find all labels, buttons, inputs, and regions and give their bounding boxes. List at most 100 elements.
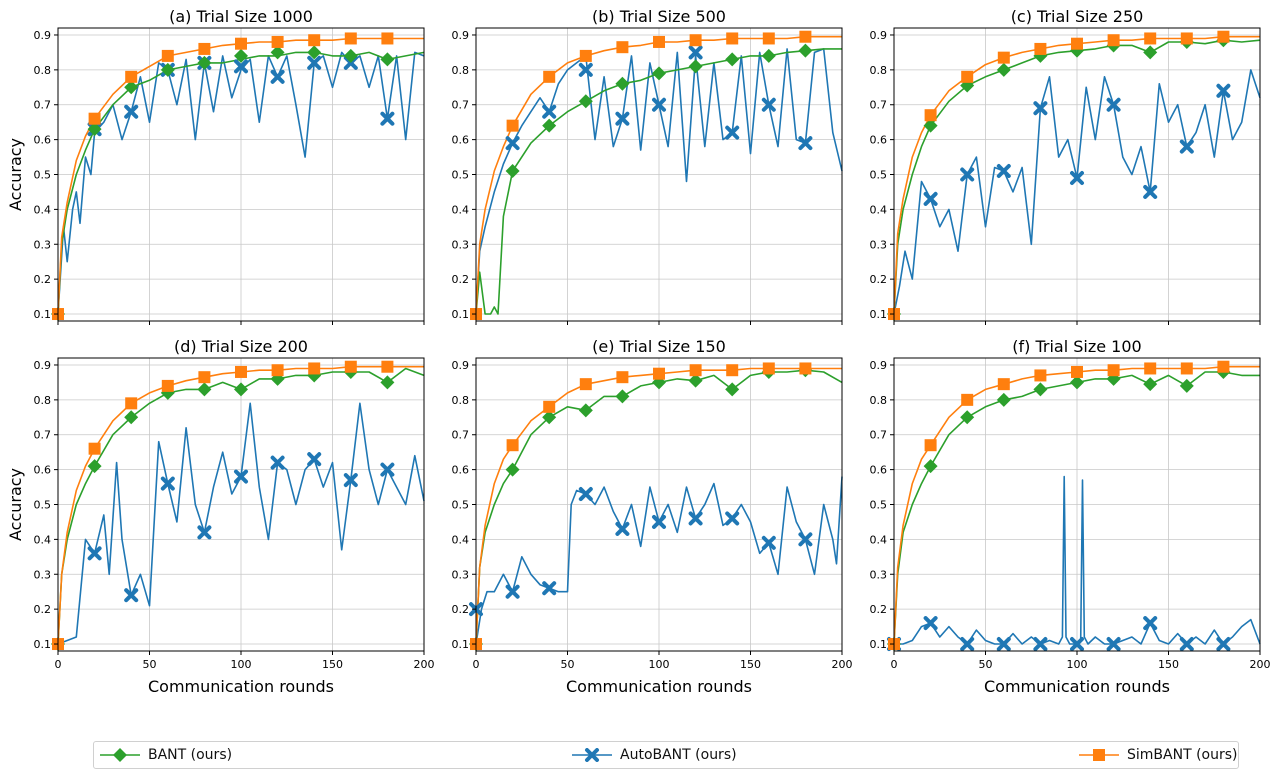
marker-bant <box>1143 45 1158 60</box>
marker-autobant <box>688 45 703 60</box>
x-tick-label: 50 <box>979 658 993 671</box>
marker-simbant <box>579 49 592 62</box>
marker-autobant <box>380 462 395 477</box>
series-line-autobant <box>475 48 843 315</box>
marker-autobant <box>615 521 630 536</box>
marker-autobant <box>1106 637 1121 652</box>
y-tick-label: 0.4 <box>870 533 888 546</box>
marker-autobant <box>1033 101 1048 116</box>
chart-title: (e) Trial Size 150 <box>592 337 726 356</box>
x-tick-label: 200 <box>414 658 435 671</box>
marker-autobant <box>1070 637 1084 652</box>
marker-autobant <box>923 616 938 631</box>
panel-a: 0.1 0.2 0.3 0.4 0.5 0.6 0.7 0.8 0.9 (a) Trial Siz… <box>6 7 425 325</box>
x-tick-label: 200 <box>832 658 853 671</box>
legend-marker-autobant <box>572 748 612 762</box>
marker-bant <box>160 62 175 77</box>
marker-simbant <box>762 32 775 45</box>
panel-c: 0.1 0.2 0.3 0.4 0.5 0.6 0.7 0.8 0.9 (c) Trial Siz… <box>870 7 1261 325</box>
marker-autobant <box>234 469 248 484</box>
x-axis-label: Communication rounds <box>148 677 334 696</box>
marker-autobant <box>960 637 975 652</box>
chart-title: (c) Trial Size 250 <box>1011 7 1144 26</box>
y-tick-label: 0.6 <box>34 134 52 147</box>
marker-bant <box>923 118 938 133</box>
y-tick-label: 0.4 <box>452 533 470 546</box>
marker-bant <box>1143 377 1158 392</box>
series-line-autobant <box>893 69 1261 315</box>
marker-simbant <box>997 378 1010 391</box>
marker-bant <box>1179 378 1194 393</box>
marker-bant <box>996 62 1011 77</box>
y-tick-label: 0.5 <box>870 499 888 512</box>
marker-autobant <box>615 111 630 126</box>
marker-autobant <box>996 164 1011 179</box>
marker-simbant <box>198 371 211 384</box>
marker-autobant <box>1143 616 1158 631</box>
y-tick-label: 0.3 <box>870 238 888 251</box>
x-tick-label: 150 <box>1158 658 1179 671</box>
chart-title: (f) Trial Size 100 <box>1012 337 1141 356</box>
marker-bant <box>234 48 248 63</box>
panel-e: 0.1 0.2 0.3 0.4 0.5 0.6 0.7 0.8 0.9 0 50 100 150 200 (… <box>452 337 853 696</box>
y-tick-label: 0.7 <box>34 429 52 442</box>
y-tick-label: 0.2 <box>34 603 52 616</box>
marker-simbant <box>161 49 174 62</box>
marker-autobant <box>725 511 740 526</box>
marker-bant <box>505 462 520 477</box>
marker-simbant <box>88 112 101 125</box>
y-tick-label: 0.1 <box>870 308 888 321</box>
marker-autobant <box>270 69 285 84</box>
marker-autobant <box>307 55 322 70</box>
marker-bant <box>124 410 139 425</box>
x-tick-label: 50 <box>561 658 575 671</box>
marker-bant <box>307 45 322 60</box>
y-tick-label: 0.9 <box>452 29 470 42</box>
marker-bant <box>725 382 740 397</box>
marker-autobant <box>923 191 938 206</box>
legend-marker-bant <box>100 748 140 762</box>
marker-bant <box>960 410 975 425</box>
marker-bant <box>87 459 102 474</box>
marker-simbant <box>381 32 394 45</box>
marker-autobant <box>505 136 520 151</box>
y-tick-label: 0.6 <box>34 464 52 477</box>
y-tick-label: 0.5 <box>452 169 470 182</box>
legend-label-simbant: SimBANT (ours) <box>1127 747 1238 763</box>
marker-bant <box>343 48 358 63</box>
marker-bant <box>996 392 1011 407</box>
marker-bant <box>124 80 139 95</box>
marker-bant <box>234 382 248 397</box>
marker-bant <box>542 118 557 133</box>
marker-autobant <box>197 525 212 540</box>
marker-bant <box>615 389 630 404</box>
marker-autobant <box>542 581 557 596</box>
y-tick-label: 0.2 <box>34 273 52 286</box>
marker-bant <box>923 459 938 474</box>
chart-title: (d) Trial Size 200 <box>174 337 308 356</box>
marker-simbant <box>543 70 556 83</box>
panel-d: 0.1 0.2 0.3 0.4 0.5 0.6 0.7 0.8 0.9 0 50 100 150 200 (… <box>6 337 435 696</box>
marker-simbant <box>997 51 1010 64</box>
y-tick-label: 0.3 <box>34 238 52 251</box>
marker-simbant <box>344 32 357 45</box>
x-tick-label: 0 <box>891 658 898 671</box>
y-tick-label: 0.8 <box>870 394 888 407</box>
panel-f: 0.1 0.2 0.3 0.4 0.5 0.6 0.7 0.8 0.9 0 50 100 150 200 (… <box>870 337 1271 696</box>
y-tick-label: 0.5 <box>34 499 52 512</box>
chart-title: (b) Trial Size 500 <box>592 7 726 26</box>
y-tick-label: 0.4 <box>452 203 470 216</box>
marker-autobant <box>652 97 666 112</box>
marker-simbant <box>235 37 247 50</box>
y-tick-label: 0.8 <box>452 64 470 77</box>
marker-autobant <box>87 546 102 561</box>
y-tick-label: 0.6 <box>870 134 888 147</box>
x-tick-label: 0 <box>473 658 480 671</box>
marker-bant <box>688 59 703 74</box>
marker-autobant <box>307 452 322 467</box>
legend-item-bant: BANT (ours) <box>100 742 232 768</box>
y-tick-label: 0.8 <box>34 64 52 77</box>
marker-simbant <box>344 360 357 373</box>
marker-autobant <box>505 584 520 599</box>
marker-autobant <box>761 535 776 550</box>
